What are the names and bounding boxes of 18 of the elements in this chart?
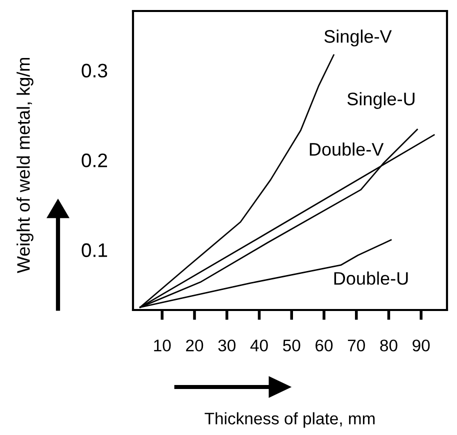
y-tick-label: 0.1 bbox=[82, 243, 108, 258]
y-tick-label: 0.2 bbox=[82, 154, 108, 168]
series-label: Single-U bbox=[347, 92, 414, 109]
x-axis-title: Thickness of plate, mm bbox=[204, 412, 375, 428]
x-tick-label: 60 bbox=[316, 340, 333, 352]
x-tick-label: 40 bbox=[250, 340, 268, 352]
series-label: Double-V bbox=[310, 142, 384, 156]
x-tick-label: 50 bbox=[283, 340, 300, 352]
series-label: Double-U bbox=[334, 272, 408, 285]
y-tick-label: 0.3 bbox=[82, 64, 108, 78]
x-tick-label: 90 bbox=[412, 340, 430, 352]
series-label: Single-V bbox=[324, 30, 392, 46]
y-axis-title: Weight of weld metal, kg/m bbox=[16, 58, 34, 274]
x-tick-label: 20 bbox=[186, 340, 204, 352]
x-tick-label: 80 bbox=[380, 340, 398, 352]
x-tick-label: 30 bbox=[218, 340, 236, 352]
x-tick-label: 70 bbox=[348, 340, 365, 352]
x-tick-label: 10 bbox=[154, 340, 171, 352]
